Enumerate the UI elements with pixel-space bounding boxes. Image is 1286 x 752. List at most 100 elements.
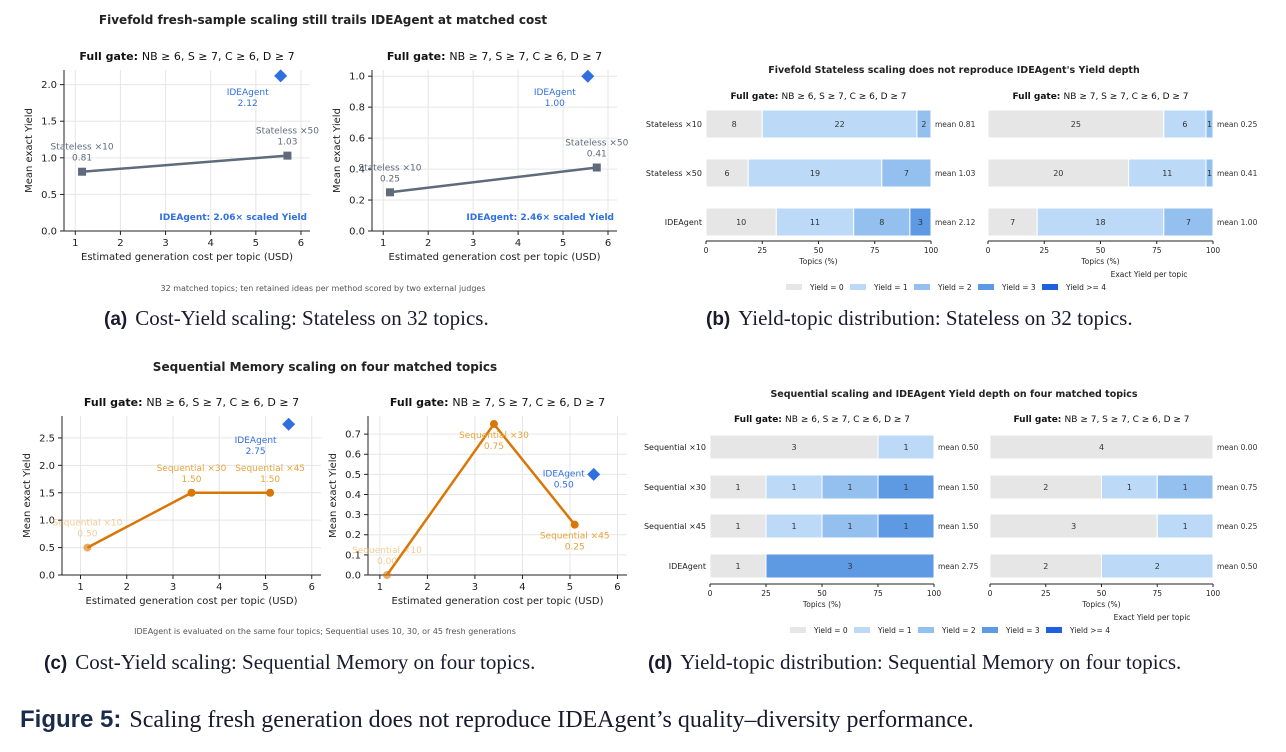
- panel-b-x-tick-label: 0: [704, 246, 709, 255]
- panel-b-bar-count: 7: [1010, 218, 1015, 227]
- panel-d-x-tick-label: 25: [761, 589, 771, 598]
- panel-d-row-mean: mean 0.75: [1217, 483, 1258, 492]
- panel-c-left-x-tick-label: 3: [170, 582, 176, 593]
- panel-d-x-tick-label: 0: [988, 589, 993, 598]
- panel-b-legend-entry: Yield = 3: [1001, 283, 1036, 292]
- panel-c-right-x-tick-label: 1: [377, 582, 383, 593]
- panel-d-bar-segment: [709, 513, 767, 539]
- panel-b-bar-segment: [916, 109, 932, 139]
- panel-d-bar-count: 1: [847, 522, 852, 531]
- panel-d-bar-count: 2: [1155, 562, 1160, 571]
- panel-d-bar-count: 1: [903, 483, 908, 492]
- panel-d-legend-entry: Yield = 2: [941, 626, 976, 635]
- panel-d-row-mean: mean 0.00: [1217, 443, 1258, 452]
- panel-d-legend-swatch: [918, 627, 934, 633]
- panel-a-footnote: 32 matched topics; ten retained ideas pe…: [161, 284, 486, 293]
- panel-a-left-point-value: 1.03: [277, 138, 297, 148]
- panel-c-right-point-label: IDEAgent: [543, 469, 585, 479]
- panel-b-bar-segment: [705, 207, 777, 237]
- panel-a-right-stateless-marker: [592, 163, 601, 172]
- panel-a-left-point-label: Stateless ×50: [256, 127, 319, 137]
- panel-b-bar-count: 20: [1053, 169, 1063, 178]
- panel-c-right-y-axis-label: Mean exact Yield: [328, 453, 339, 538]
- panel-b-bar-count: 22: [835, 120, 845, 129]
- panel-c-right-x-tick-label: 6: [614, 582, 620, 593]
- panel-d-bar-count: 4: [1099, 443, 1104, 452]
- panel-a-right-point-label: IDEAgent: [534, 88, 576, 98]
- panel-b-bar-segment: [1128, 158, 1207, 188]
- panel-a-right-y-tick-label: 1.0: [349, 72, 365, 83]
- caption-c: (c) Cost-Yield scaling: Sequential Memory…: [44, 650, 536, 674]
- panel-b-bar-segment: [987, 158, 1130, 188]
- panel-b-legend-swatch: [1042, 284, 1058, 290]
- panel-c-left-point-value: 1.50: [181, 475, 201, 485]
- panel-b-row-label: Stateless ×50: [646, 169, 702, 178]
- panel-d-bar-segment: [989, 474, 1102, 500]
- panel-a-left-y-tick-label: 2.0: [41, 80, 57, 91]
- panel-d-suptitle: Sequential scaling and IDEAgent Yield de…: [770, 389, 1137, 400]
- panel-d-row-mean: mean 2.75: [938, 562, 979, 571]
- panel-c-right-y-tick-label: 0.1: [345, 550, 361, 561]
- caption-d: (d) Yield-topic distribution: Sequential …: [648, 650, 1182, 674]
- panel-a-right-x-tick-label: 4: [515, 238, 521, 249]
- panel-d-row-label: IDEAgent: [669, 562, 706, 571]
- panel-b-bar-segment: [853, 207, 911, 237]
- panel-b-row-mean: mean 0.81: [935, 120, 976, 129]
- panel-c-left-y-tick-label: 2.5: [39, 433, 55, 444]
- panel-c-left-y-tick-label: 1.5: [39, 488, 55, 499]
- caption-a: (a) Cost-Yield scaling: Stateless on 32 t…: [104, 306, 489, 330]
- panel-c-left-x-tick-label: 2: [124, 582, 130, 593]
- panel-d-bar-count: 1: [847, 483, 852, 492]
- panel-a-right-x-tick-label: 3: [470, 238, 476, 249]
- panel-d-bar-segment: [821, 474, 879, 500]
- panel-b-bar-count: 8: [732, 120, 737, 129]
- panel-a-right-y-tick-label: 0.4: [349, 165, 365, 176]
- panel-a-right-x-tick-label: 1: [380, 238, 386, 249]
- panel-a-left-subplot-title: Full gate: NB ≥ 6, S ≥ 7, C ≥ 6, D ≥ 7: [79, 50, 294, 63]
- panel-a-right-x-tick-label: 5: [560, 238, 566, 249]
- panel-b-legend-swatch: [786, 284, 802, 290]
- panel-d-bar-count: 2: [1043, 483, 1048, 492]
- panel-d-row-mean: mean 1.50: [938, 522, 979, 531]
- panel-d-row-label: Sequential ×10: [644, 443, 706, 452]
- panel-a-right-subplot-title: Full gate: NB ≥ 7, S ≥ 7, C ≥ 6, D ≥ 7: [387, 50, 602, 63]
- panel-d-bar-segment: [821, 513, 879, 539]
- panel-d-row-mean: mean 1.50: [938, 483, 979, 492]
- panel-d-bar-segment: [1156, 474, 1214, 500]
- panel-b-x-axis-label: Topics (%): [798, 257, 837, 266]
- panel-d-bar-segment: [877, 474, 935, 500]
- panel-a-left-series-line-stateless: [81, 154, 288, 173]
- panel-d-bar-count: 1: [1183, 483, 1188, 492]
- panel-c-left-point-value: 2.75: [246, 447, 266, 457]
- panel-c-left-x-tick-label: 4: [216, 582, 222, 593]
- panel-c-right-sequential-marker: [489, 420, 498, 429]
- panel-b-x-tick-label: 25: [757, 246, 767, 255]
- panel-a-left-x-tick-label: 5: [253, 238, 259, 249]
- panel-d-bar-segment: [709, 474, 767, 500]
- panel-c-right-sequential-marker: [383, 571, 392, 579]
- panel-b-bar-segment: [1163, 207, 1214, 237]
- panel-a-left-y-tick-label: 1.0: [41, 153, 57, 164]
- panel-d-bar-segment: [989, 553, 1102, 579]
- panel-d-bar-count: 1: [903, 522, 908, 531]
- figure-caption: Figure 5: Scaling fresh generation does n…: [20, 706, 974, 733]
- panel-b-suptitle: Fivefold Stateless scaling does not repr…: [768, 65, 1140, 76]
- panel-c-right-y-tick-label: 0.4: [345, 490, 361, 501]
- panel-c-left-point-value: 0.50: [77, 530, 97, 540]
- panel-a-right-point-value: 0.41: [587, 150, 607, 160]
- panel-d-legend-title: Exact Yield per topic: [1114, 613, 1191, 622]
- panel-b-row-label: IDEAgent: [665, 218, 702, 227]
- panel-d-bar-segment: [709, 434, 879, 460]
- panel-c-suptitle: Sequential Memory scaling on four matche…: [153, 360, 497, 374]
- panel-a-right-x-axis-label: Estimated generation cost per topic (USD…: [389, 252, 601, 263]
- panel-a-right-point-label: Stateless ×10: [358, 163, 421, 173]
- panel-b-bar-count: 3: [918, 218, 923, 227]
- panel-c-right-point-label: Sequential ×30: [459, 431, 529, 441]
- panel-c-right-y-tick-label: 0.6: [345, 450, 361, 461]
- panel-b-legend-swatch: [978, 284, 994, 290]
- panel-d-legend-entry: Yield = 0: [813, 626, 848, 635]
- panel-d-bar-count: 1: [1183, 522, 1188, 531]
- panel-d-subplot-title: Full gate: NB ≥ 7, S ≥ 7, C ≥ 6, D ≥ 7: [1013, 415, 1189, 425]
- panel-b-bar-count: 11: [810, 218, 820, 227]
- panel-c-right-x-tick-label: 3: [472, 582, 478, 593]
